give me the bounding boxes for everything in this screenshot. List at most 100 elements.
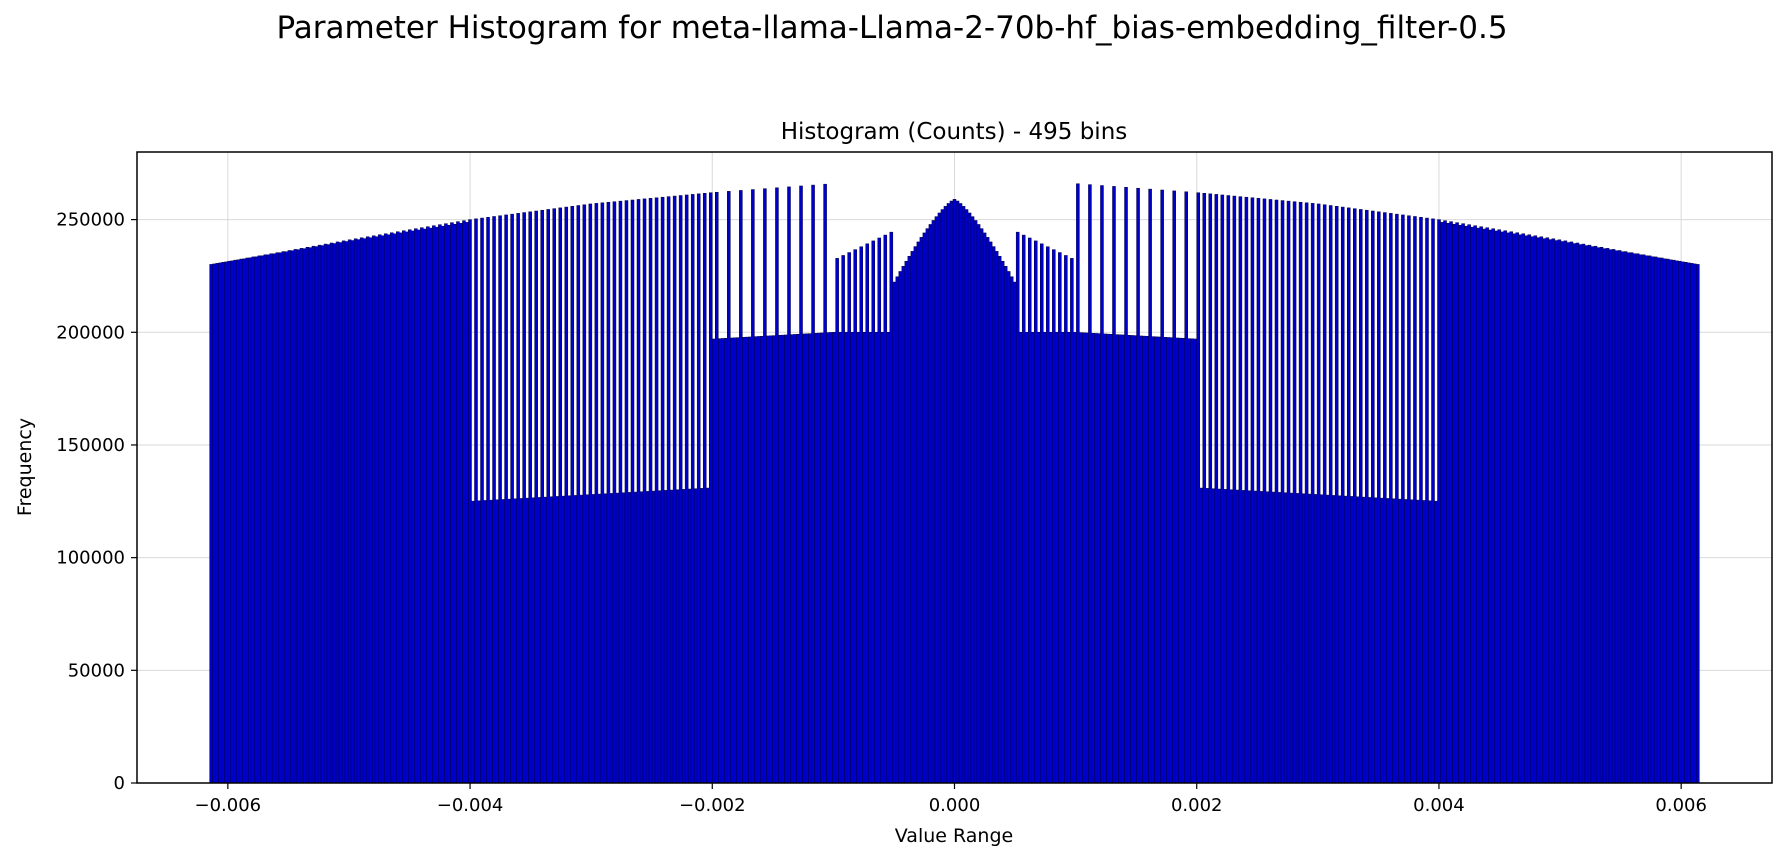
histogram-bar [1076,183,1080,784]
histogram-bar [1157,336,1161,784]
y-tick-label: 100000 [56,548,125,569]
histogram-bar [284,251,289,784]
histogram-bar [1064,255,1068,784]
histogram-bar [621,492,626,784]
histogram-bar [1431,218,1435,784]
histogram-bar [1286,200,1291,784]
histogram-bar [841,255,845,784]
histogram-bar [1458,224,1462,784]
histogram-bar [254,256,259,784]
histogram-bar [1325,494,1330,784]
histogram-bar [1109,334,1113,784]
x-axis: −0.006 −0.004 −0.002 0.000 0.002 0.004 0.006 [195,783,1707,816]
histogram-bar [1310,203,1315,784]
histogram-bar [805,333,809,784]
histogram-bar [988,241,993,784]
histogram-bar [1500,231,1504,784]
histogram-bar [1118,334,1122,784]
histogram-bar [757,336,761,784]
histogram-bar [1187,338,1191,784]
histogram-bar [453,224,457,784]
histogram-bar [1449,221,1453,784]
histogram-bar [579,494,584,784]
histogram-bar [1551,238,1556,784]
histogram-bar [411,230,415,784]
histogram-bar [1479,226,1483,784]
histogram-bar [973,220,978,784]
histogram-bar [880,332,885,784]
histogram-bar [1193,338,1198,784]
histogram-bar [826,332,830,784]
histogram-bar [465,222,469,784]
histogram-bar [260,255,265,784]
histogram-bar [754,336,758,784]
histogram-bar [1590,246,1595,784]
histogram-bar [1202,193,1207,784]
histogram-bar [1012,281,1017,784]
histogram-bar [1662,258,1667,784]
histogram-bar [573,495,578,784]
histogram-bar [877,237,882,784]
histogram-bar [392,233,397,784]
histogram-bar [362,238,367,784]
y-tick-label: 50000 [68,660,125,681]
x-tick-label: 0.004 [1413,795,1465,816]
histogram-bar [1034,240,1038,784]
histogram-bar [543,496,547,784]
histogram-bar [976,224,981,784]
histogram-bar [745,336,749,784]
histogram-bar [1214,194,1219,784]
histogram-bar [1548,239,1553,784]
histogram-bar [1497,229,1501,784]
y-tick-label: 0 [114,773,125,794]
histogram-bar [678,195,683,784]
histogram-bar [808,333,812,784]
histogram-bar [269,253,274,784]
histogram-bar [606,201,611,784]
histogram-bar [702,193,707,784]
histogram-bar [492,216,496,784]
histogram-bar [468,219,472,784]
histogram-bar [1124,187,1128,784]
histogram-bar [1632,253,1637,784]
histogram-bar [1377,211,1381,784]
histogram-bar [332,243,337,784]
histogram-bar [931,220,936,784]
histogram-bar [1015,231,1020,784]
histogram-bar [242,258,247,784]
histogram-bar [1428,500,1432,784]
histogram-bar [1292,201,1297,784]
histogram-bar [1331,495,1336,784]
histogram-bar [853,249,857,784]
histogram-bar [1163,337,1167,784]
histogram-bar [1536,237,1541,784]
histogram-bar [1067,332,1071,784]
histogram-bar [450,222,454,784]
histogram-bar [317,244,322,784]
histogram-bar [624,200,629,784]
histogram-bar [296,249,301,784]
histogram-bar [811,184,815,784]
histogram-bar [1130,335,1134,784]
histogram-bar [471,500,475,784]
histogram-bar [1349,496,1354,784]
histogram-bar [1091,333,1095,784]
histogram-bar [1049,332,1053,784]
histogram-bar [1575,242,1580,784]
histogram-bar [618,200,623,784]
histogram-bar [1040,243,1044,784]
histogram-bar [1599,247,1604,784]
histogram-bar [311,245,316,784]
x-tick-label: 0.000 [929,795,981,816]
histogram-bar [1566,242,1571,784]
histogram-bar [1030,332,1035,784]
histogram-bar [868,332,872,784]
histogram-bar [1319,494,1324,784]
histogram-bar [1494,230,1498,784]
histogram-bar [402,230,406,784]
histogram-bar [1115,334,1119,784]
histogram-bar [1169,337,1173,784]
histogram-bar [775,187,779,784]
histogram-bar [1160,189,1164,784]
histogram-bar [1073,332,1077,784]
